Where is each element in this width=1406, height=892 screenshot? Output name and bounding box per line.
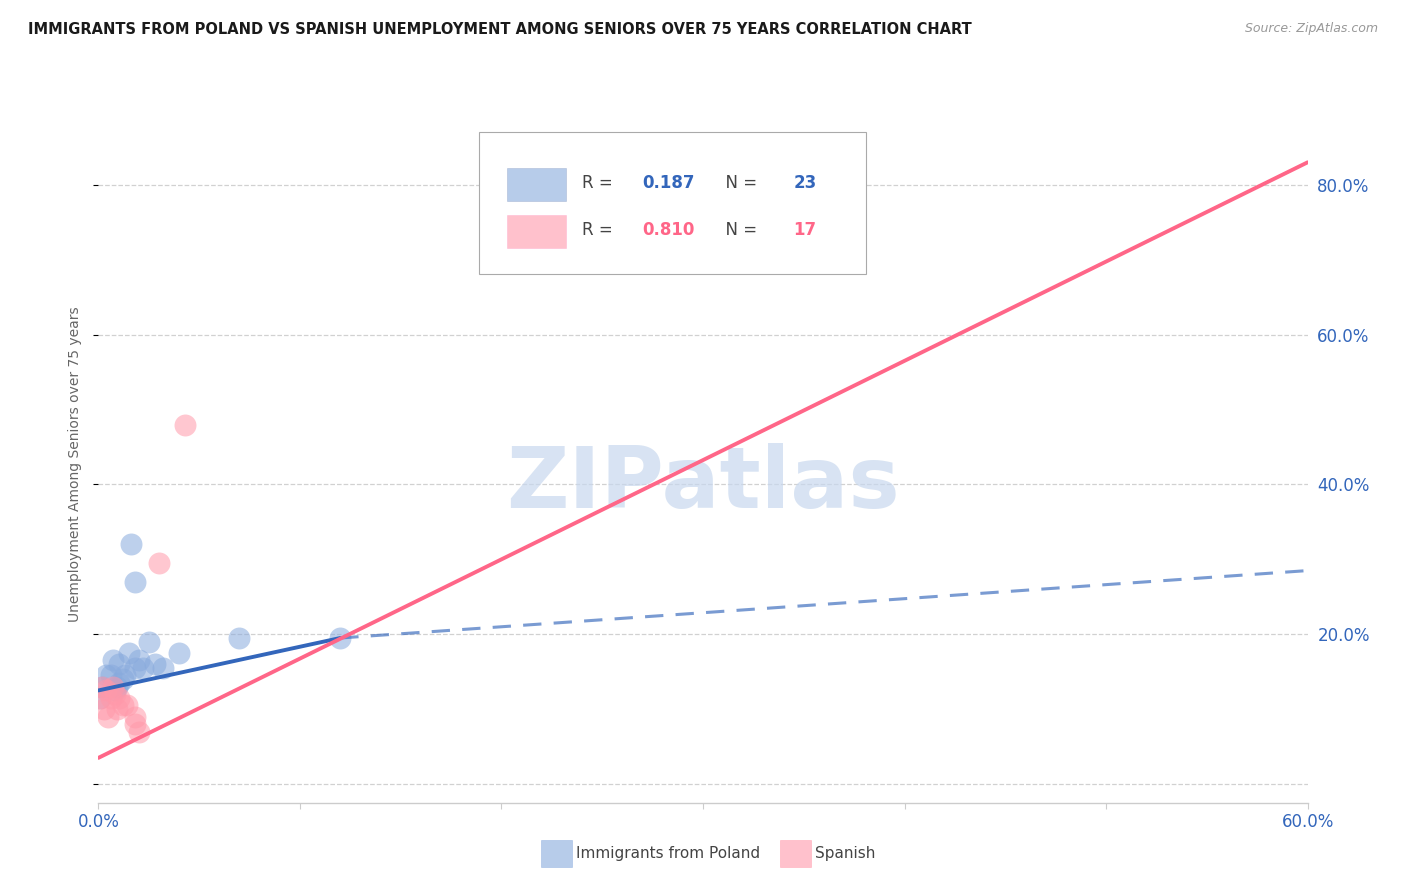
Text: R =: R = [582,221,619,239]
FancyBboxPatch shape [508,215,567,248]
Point [167,646,190,660]
FancyBboxPatch shape [479,132,866,274]
Text: Spanish: Spanish [815,847,876,861]
Text: N =: N = [716,174,762,192]
Text: 23: 23 [793,174,817,192]
Point [101,653,124,667]
Point [228,631,250,645]
Point [107,690,129,705]
Point [89,690,111,705]
Point [143,657,166,672]
Point [100,690,122,705]
Point [103,683,125,698]
Text: R =: R = [582,174,619,192]
Point [128,653,150,667]
Point [124,574,146,589]
Point [132,661,155,675]
Point [124,717,146,731]
Text: Immigrants from Poland: Immigrants from Poland [576,847,761,861]
Point [96,668,118,682]
Point [124,709,146,723]
Text: IMMIGRANTS FROM POLAND VS SPANISH UNEMPLOYMENT AMONG SENIORS OVER 75 YEARS CORRE: IMMIGRANTS FROM POLAND VS SPANISH UNEMPL… [28,22,972,37]
Point [103,687,125,701]
Point [111,698,134,713]
Text: 17: 17 [793,221,817,239]
Point [97,709,120,723]
Point [174,417,197,432]
Point [101,680,124,694]
Point [329,631,352,645]
Point [105,680,128,694]
Text: N =: N = [716,221,762,239]
Text: 0.810: 0.810 [643,221,695,239]
Point [96,683,118,698]
Point [124,661,146,675]
Y-axis label: Unemployment Among Seniors over 75 years: Unemployment Among Seniors over 75 years [69,306,83,622]
Point [148,556,170,570]
Point [111,672,134,686]
Point [115,698,138,713]
Point [100,668,122,682]
Point [107,676,129,690]
Point [93,702,115,716]
Point [152,661,174,675]
Point [118,646,141,660]
FancyBboxPatch shape [508,168,567,201]
Text: ZIPatlas: ZIPatlas [506,442,900,525]
Point [114,668,136,682]
Text: 0.187: 0.187 [643,174,695,192]
Point [128,724,150,739]
Point [107,657,129,672]
Point [91,680,114,694]
Text: Source: ZipAtlas.com: Source: ZipAtlas.com [1244,22,1378,36]
Point [105,702,128,716]
Point [138,634,160,648]
Point [120,537,142,551]
Point [91,680,114,694]
Point [89,690,111,705]
